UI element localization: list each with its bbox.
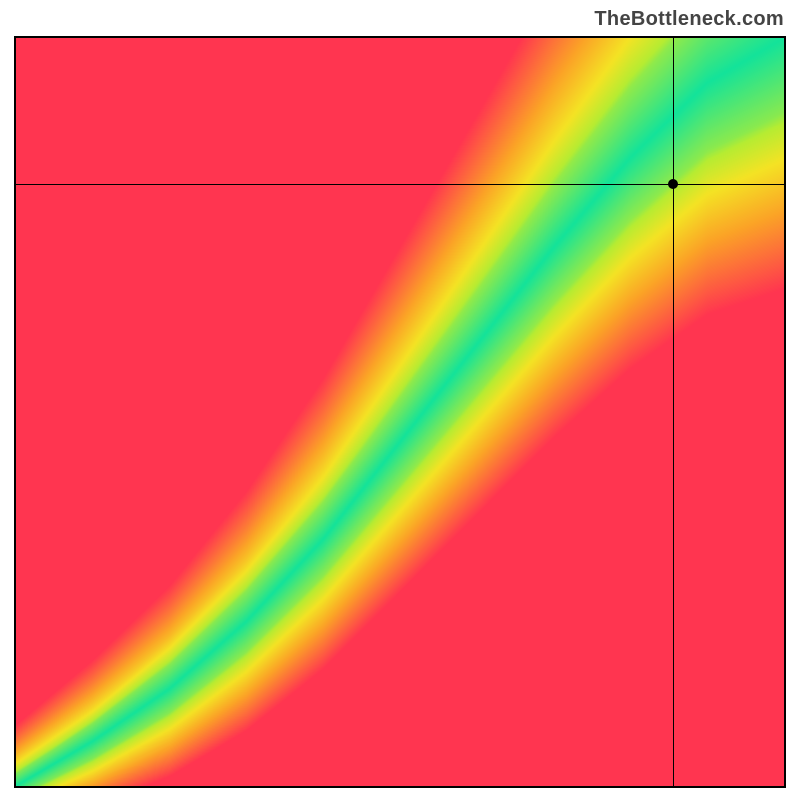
chart-container: TheBottleneck.com bbox=[0, 0, 800, 800]
crosshair-point bbox=[668, 179, 678, 189]
watermark-text: TheBottleneck.com bbox=[594, 8, 784, 31]
crosshair-vertical bbox=[673, 38, 674, 786]
heatmap-canvas bbox=[16, 38, 784, 786]
